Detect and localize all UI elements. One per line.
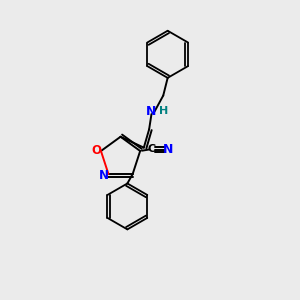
Text: C: C bbox=[148, 144, 156, 154]
Text: H: H bbox=[159, 106, 169, 116]
Text: N: N bbox=[146, 105, 156, 118]
Text: O: O bbox=[92, 144, 101, 157]
Text: N: N bbox=[163, 143, 173, 156]
Text: N: N bbox=[99, 169, 109, 182]
